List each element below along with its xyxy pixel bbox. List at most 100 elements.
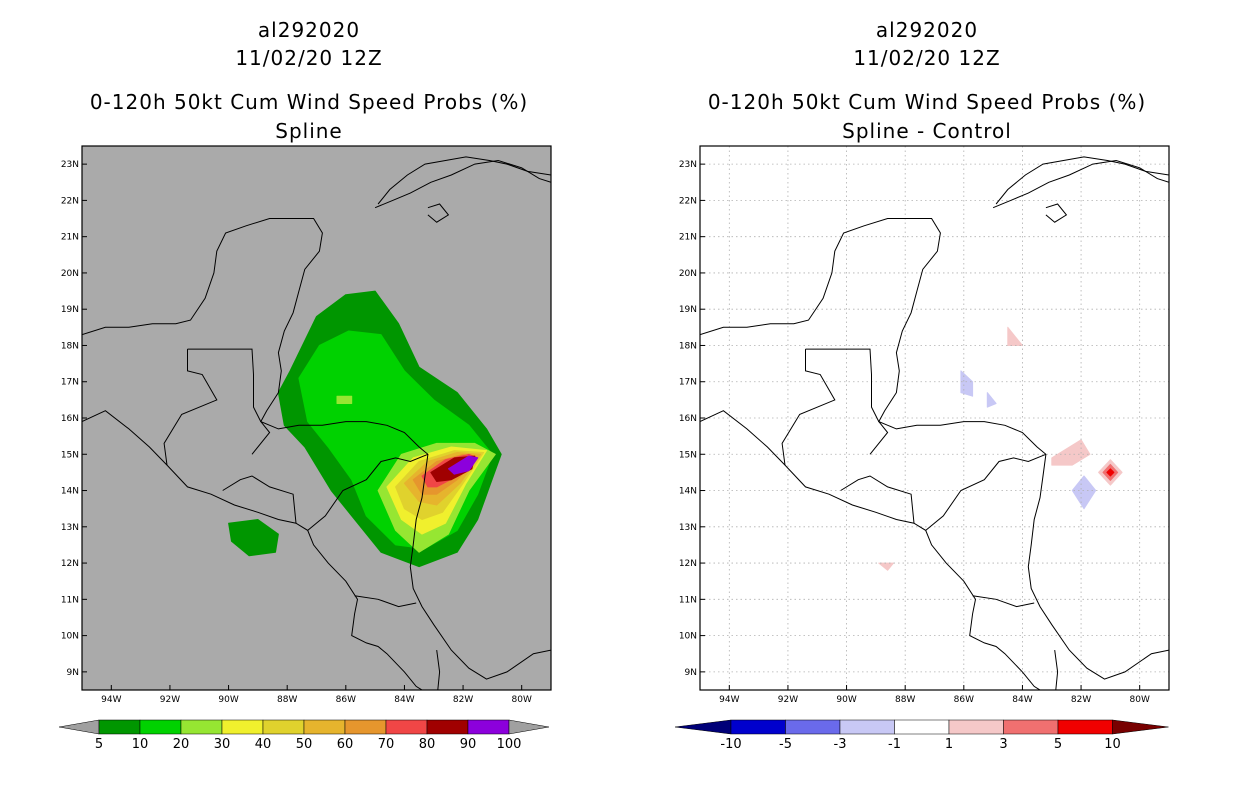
x-tick-label: 84W bbox=[394, 695, 414, 705]
x-tick-label: 86W bbox=[954, 695, 974, 705]
x-tick-label: 94W bbox=[719, 695, 739, 705]
coastline bbox=[995, 156, 1169, 205]
x-tick-label: 90W bbox=[836, 695, 856, 705]
coastline bbox=[869, 421, 889, 455]
coastline bbox=[82, 218, 551, 680]
colorbar-box bbox=[98, 719, 141, 735]
y-tick-label: 22N bbox=[61, 196, 79, 206]
y-tick-label: 16N bbox=[61, 414, 79, 424]
y-tick-label: 18N bbox=[679, 341, 697, 351]
y-tick-label: 18N bbox=[61, 341, 79, 351]
colorbar-box bbox=[139, 719, 182, 735]
datetime-title: 11/02/20 12Z bbox=[235, 46, 383, 70]
contour-neg1 bbox=[986, 392, 997, 408]
colorbar-low-end bbox=[674, 719, 732, 735]
colorbar-high-end bbox=[508, 719, 550, 735]
y-tick-label: 20N bbox=[61, 269, 79, 279]
colorbar-box bbox=[467, 719, 510, 735]
difference-panel: al292020 11/02/20 12Z 0-120h 50kt Cum Wi… bbox=[618, 0, 1236, 800]
colorbar-label: 40 bbox=[255, 737, 272, 752]
contour-20 bbox=[336, 395, 353, 404]
contour-1 bbox=[1051, 439, 1091, 466]
contour-1 bbox=[878, 562, 894, 571]
contour-90 bbox=[447, 455, 479, 475]
contour-neg1 bbox=[1071, 475, 1097, 510]
coastline bbox=[1045, 203, 1068, 223]
colorbar-box bbox=[730, 719, 786, 735]
colorbar-box bbox=[1003, 719, 1059, 735]
y-tick-label: 20N bbox=[679, 269, 697, 279]
x-tick-label: 90W bbox=[218, 695, 238, 705]
product-title: 0-120h 50kt Cum Wind Speed Probs (%) bbox=[707, 90, 1147, 114]
coastline bbox=[1054, 650, 1059, 690]
spline-map-chart: 94W 92W 90W 88W 86W 84W 82W 80W 9N 10N 11N 12N 13N 14… bbox=[58, 145, 552, 752]
colorbar-label: 10 bbox=[132, 737, 149, 752]
datetime-title: 11/02/20 12Z bbox=[853, 46, 1001, 70]
y-tick-label: 12N bbox=[679, 559, 697, 569]
y-tick-label: 17N bbox=[61, 378, 79, 388]
colorbar-box bbox=[180, 719, 223, 735]
y-tick-label: 21N bbox=[61, 233, 79, 243]
y-tick-label: 19N bbox=[679, 305, 697, 315]
colorbar-label: 80 bbox=[419, 737, 436, 752]
colorbar-low-end bbox=[58, 719, 100, 735]
y-tick-label: 13N bbox=[61, 523, 79, 533]
y-tick-label: 21N bbox=[679, 233, 697, 243]
colorbar-high-end bbox=[1112, 719, 1169, 735]
y-tick-label: 9N bbox=[685, 668, 697, 678]
x-tick-label: 80W bbox=[512, 695, 532, 705]
coastline bbox=[925, 453, 1047, 531]
colorbar-label: 30 bbox=[214, 737, 231, 752]
difference-map-chart: 94W 92W 90W 88W 86W 84W 82W 80W 9N 10N 11N 12N 13N 14… bbox=[674, 145, 1170, 752]
colorbar-box bbox=[385, 719, 428, 735]
coastline bbox=[251, 421, 271, 455]
y-tick-label: 23N bbox=[679, 160, 697, 170]
contour-5 bbox=[1106, 468, 1115, 477]
colorbar-box bbox=[221, 719, 264, 735]
colorbar-label: -1 bbox=[888, 737, 901, 752]
colorbar-label: 50 bbox=[296, 737, 313, 752]
x-tick-label: 82W bbox=[453, 695, 473, 705]
x-tick-label: 94W bbox=[101, 695, 121, 705]
y-tick-label: 19N bbox=[61, 305, 79, 315]
colorbar-label: -5 bbox=[779, 737, 792, 752]
x-tick-label: 88W bbox=[277, 695, 297, 705]
y-tick-label: 9N bbox=[67, 668, 79, 678]
colorbar-label: 100 bbox=[497, 737, 522, 752]
coastline bbox=[700, 218, 1169, 680]
coastline bbox=[354, 595, 417, 608]
coastline bbox=[992, 159, 1169, 209]
y-tick-label: 22N bbox=[679, 196, 697, 206]
colorbar-label: -3 bbox=[834, 737, 847, 752]
coastline bbox=[163, 349, 218, 466]
x-tick-label: 84W bbox=[1012, 695, 1032, 705]
coastline bbox=[840, 475, 915, 524]
x-tick-label: 82W bbox=[1071, 695, 1091, 705]
plot-area bbox=[82, 156, 551, 690]
colorbar-box bbox=[894, 719, 950, 735]
colorbar-label: 20 bbox=[173, 737, 190, 752]
x-tick-label: 88W bbox=[895, 695, 915, 705]
plot-area bbox=[700, 146, 1169, 690]
y-tick-label: 11N bbox=[679, 595, 697, 605]
contour-5 bbox=[228, 519, 279, 557]
spline-panel: al292020 11/02/20 12Z 0-120h 50kt Cum Wi… bbox=[58, 18, 552, 752]
colorbar-box bbox=[1057, 719, 1113, 735]
colorbar-label: 5 bbox=[1054, 737, 1062, 752]
colorbar-box bbox=[303, 719, 346, 735]
y-tick-label: 12N bbox=[61, 559, 79, 569]
coastline bbox=[436, 650, 441, 690]
storm-id-title: al292020 bbox=[257, 18, 361, 42]
colorbar-box bbox=[948, 719, 1004, 735]
colorbar-label: 90 bbox=[460, 737, 477, 752]
x-tick-label: 86W bbox=[336, 695, 356, 705]
coastline bbox=[700, 410, 1041, 690]
y-tick-label: 16N bbox=[679, 414, 697, 424]
coastline bbox=[374, 159, 551, 209]
colorbar-box bbox=[426, 719, 469, 735]
x-tick-label: 92W bbox=[778, 695, 798, 705]
coastline bbox=[187, 348, 262, 422]
colorbar-box bbox=[344, 719, 387, 735]
y-tick-label: 14N bbox=[679, 487, 697, 497]
colorbar-label: 60 bbox=[337, 737, 354, 752]
